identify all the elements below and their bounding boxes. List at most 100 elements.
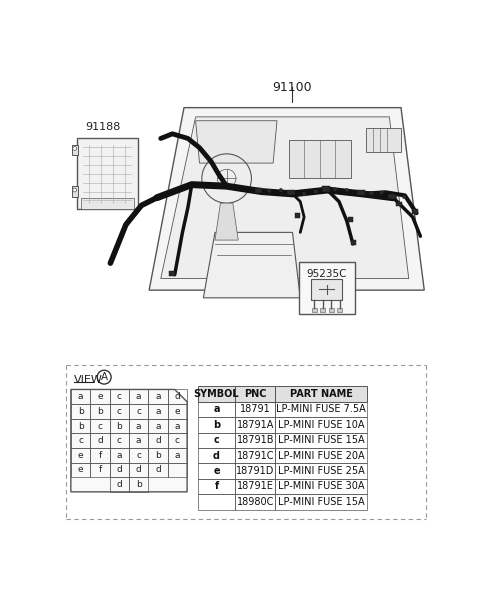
Bar <box>198 386 235 402</box>
Bar <box>71 389 90 404</box>
Bar <box>129 434 148 448</box>
Bar <box>388 194 396 199</box>
Text: c: c <box>117 392 122 401</box>
Bar <box>198 494 235 509</box>
Bar <box>198 448 235 464</box>
Text: e: e <box>213 466 220 476</box>
Bar <box>168 389 187 404</box>
Bar <box>129 462 148 477</box>
Text: PNC: PNC <box>244 389 266 399</box>
Bar <box>129 419 148 434</box>
Text: 18791C: 18791C <box>237 451 274 461</box>
Bar <box>90 434 109 448</box>
Polygon shape <box>215 203 238 240</box>
Text: d: d <box>213 451 220 461</box>
Bar <box>71 419 90 434</box>
Bar <box>148 419 168 434</box>
Text: LP-MINI FUSE 15A: LP-MINI FUSE 15A <box>278 435 364 445</box>
Text: c: c <box>117 436 122 445</box>
Bar <box>235 479 276 494</box>
Bar <box>350 240 356 244</box>
Text: a: a <box>136 422 142 431</box>
Text: a: a <box>117 451 122 460</box>
Text: c: c <box>97 422 102 431</box>
Text: 18791E: 18791E <box>237 481 274 491</box>
Text: f: f <box>98 465 102 474</box>
Text: c: c <box>175 436 180 445</box>
Text: e: e <box>97 392 103 401</box>
Bar <box>109 434 129 448</box>
Bar <box>235 386 276 402</box>
Bar <box>287 190 295 196</box>
Bar <box>109 462 129 477</box>
Text: 18791A: 18791A <box>237 420 274 430</box>
Text: f: f <box>215 481 219 491</box>
Polygon shape <box>71 389 187 492</box>
Bar <box>90 462 109 477</box>
Bar <box>348 217 353 221</box>
Bar <box>235 464 276 479</box>
Text: SYMBOL: SYMBOL <box>194 389 240 399</box>
Text: 91188: 91188 <box>86 123 121 133</box>
Text: 18980C: 18980C <box>237 497 274 507</box>
Text: c: c <box>214 435 219 445</box>
Text: d: d <box>155 436 161 445</box>
Bar <box>148 389 168 404</box>
Text: a: a <box>78 392 84 401</box>
Circle shape <box>73 188 77 192</box>
Bar <box>168 404 187 419</box>
Text: 91100: 91100 <box>273 81 312 94</box>
Bar <box>198 432 235 448</box>
Bar <box>90 404 109 419</box>
Polygon shape <box>161 117 409 279</box>
Bar <box>109 419 129 434</box>
Bar <box>168 434 187 448</box>
Bar <box>148 434 168 448</box>
Bar <box>235 402 276 417</box>
Bar <box>90 419 109 434</box>
Text: LP-MINI FUSE 15A: LP-MINI FUSE 15A <box>278 497 364 507</box>
Bar <box>412 209 418 214</box>
Bar <box>235 432 276 448</box>
Bar <box>129 404 148 419</box>
Bar <box>71 448 90 462</box>
Text: a: a <box>156 422 161 431</box>
Text: PART NAME: PART NAME <box>290 389 353 399</box>
Text: LP-MINI FUSE 25A: LP-MINI FUSE 25A <box>278 466 364 476</box>
Text: VIEW: VIEW <box>74 375 103 385</box>
Text: a: a <box>156 392 161 401</box>
Bar <box>276 402 367 417</box>
Bar <box>90 389 109 404</box>
Bar <box>168 448 187 462</box>
Polygon shape <box>204 233 300 298</box>
Bar <box>311 279 342 300</box>
Bar <box>129 448 148 462</box>
Circle shape <box>279 188 283 192</box>
Bar <box>321 308 325 312</box>
Bar <box>148 462 168 477</box>
Bar <box>254 188 262 193</box>
Bar <box>71 404 90 419</box>
Bar <box>109 389 129 404</box>
Text: 18791D: 18791D <box>236 466 275 476</box>
Text: b: b <box>97 407 103 416</box>
Text: LP-MINI FUSE 30A: LP-MINI FUSE 30A <box>278 481 364 491</box>
Text: b: b <box>78 422 84 431</box>
Text: 95235C: 95235C <box>306 269 347 279</box>
Bar <box>357 190 365 196</box>
Circle shape <box>73 147 77 150</box>
Text: c: c <box>136 451 141 460</box>
Bar <box>71 434 90 448</box>
Circle shape <box>333 187 337 191</box>
Bar <box>235 417 276 432</box>
Bar <box>198 464 235 479</box>
Text: a: a <box>175 451 180 460</box>
Text: e: e <box>175 407 180 416</box>
Bar <box>295 213 300 218</box>
Bar <box>109 448 129 462</box>
Text: a: a <box>213 405 220 415</box>
Bar <box>276 386 367 402</box>
Text: LP-MINI FUSE 10A: LP-MINI FUSE 10A <box>278 420 364 430</box>
Text: d: d <box>175 392 180 401</box>
Circle shape <box>380 190 384 194</box>
